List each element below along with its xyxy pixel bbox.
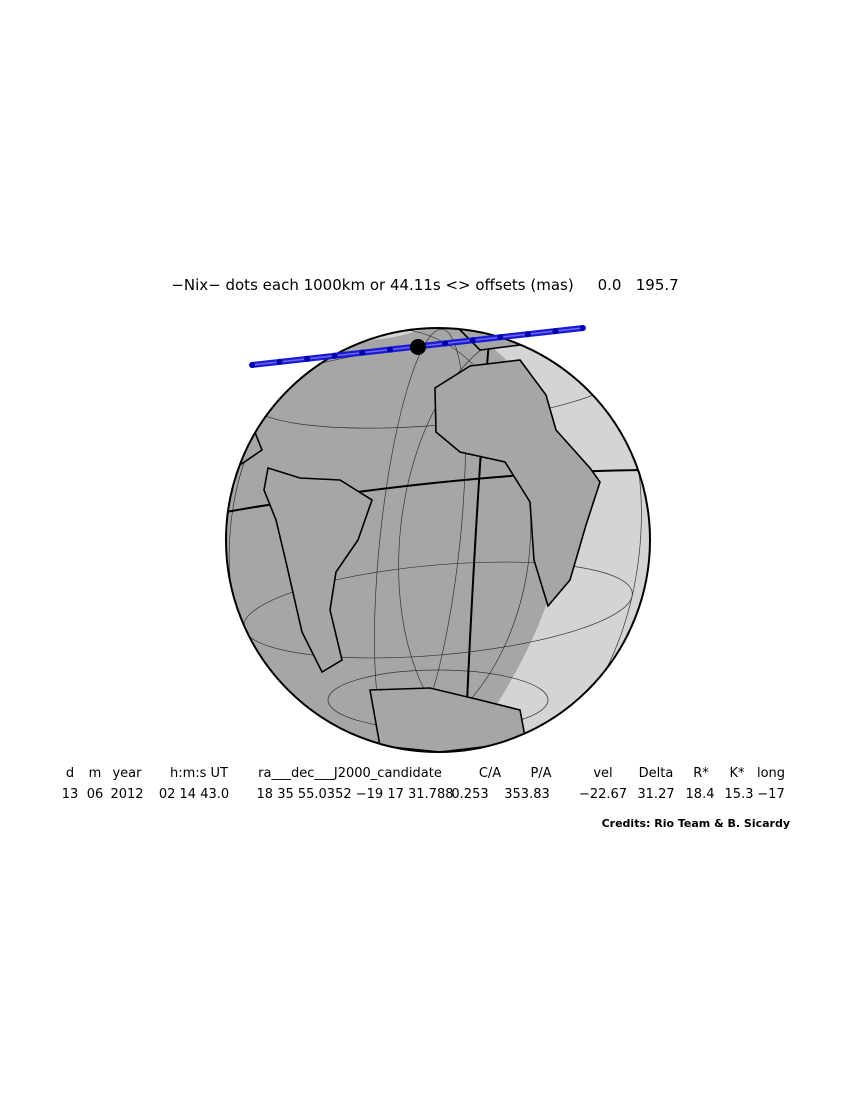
cell: 31.27 (637, 787, 675, 802)
path-dot (304, 355, 311, 362)
cell: 02 14 43.0 (158, 787, 230, 802)
title-line: −Nix− dots each 1000km or 44.11s <> offs… (171, 276, 678, 294)
cell: 15.3 (724, 787, 754, 802)
column-header: vel (593, 766, 613, 781)
column-header: R* (693, 766, 709, 781)
closest-approach (410, 339, 426, 355)
path-dot (359, 349, 366, 356)
column-header: m (88, 766, 102, 781)
title: −Nix− dots each 1000km or 44.11s <> offs… (171, 276, 574, 294)
cell: 353.83 (504, 787, 550, 802)
column-header: K* (729, 766, 745, 781)
column-header: long (756, 766, 786, 781)
column-header: d (65, 766, 75, 781)
credits: Credits: Rio Team & B. Sicardy (601, 817, 790, 830)
path-dot (442, 340, 449, 347)
cell: 18.4 (685, 787, 715, 802)
column-header: C/A (478, 766, 502, 781)
cell: −22.67 (578, 787, 628, 802)
path-dot (276, 358, 283, 365)
column-header: ra___dec___J2000_candidate (258, 766, 442, 781)
cell: 18 35 55.0352 −19 17 31.788 (256, 787, 454, 802)
cell: 0.253 (451, 787, 489, 802)
path-dot (386, 346, 393, 353)
cell: 2012 (110, 787, 144, 802)
cell: 13 (61, 787, 79, 802)
night-side (455, 328, 650, 752)
cell: 06 (86, 787, 104, 802)
path-dot (497, 334, 504, 341)
column-header: P/A (530, 766, 552, 781)
column-header: year (112, 766, 142, 781)
shadow-path (249, 325, 586, 368)
path-dot (552, 328, 559, 335)
offset: 0.0 (597, 276, 622, 294)
column-header: h:m:s UT (169, 766, 229, 781)
column-header: Delta (638, 766, 674, 781)
path-dot (524, 331, 531, 338)
offset: 195.7 (635, 276, 679, 294)
path-dot (249, 362, 255, 368)
cell: −17 (757, 787, 785, 802)
path-dot (331, 352, 338, 359)
path-dot (580, 325, 586, 331)
path-dot (469, 337, 476, 344)
